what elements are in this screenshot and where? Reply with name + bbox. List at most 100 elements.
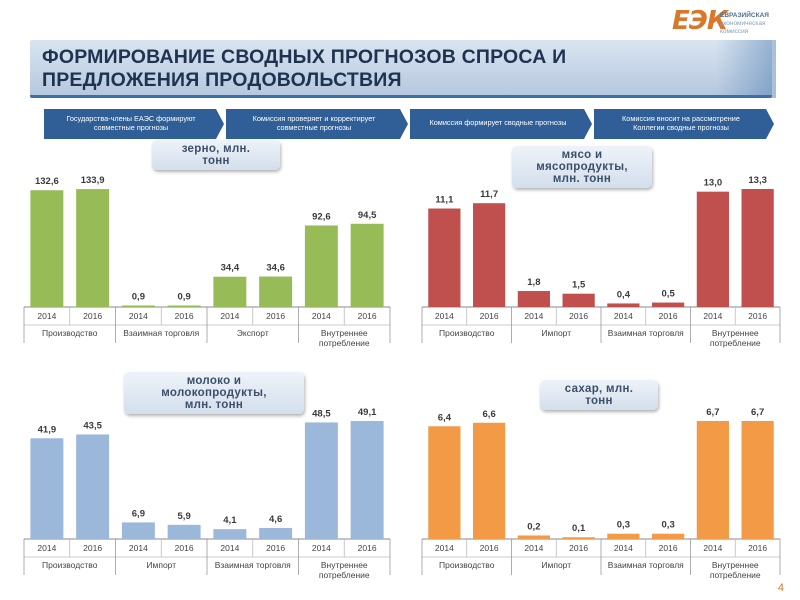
grain-year-label-5: 2014	[220, 311, 239, 321]
meat-value-label-8: 13,3	[748, 175, 767, 186]
meat-group-label-3: Взаимная торговля	[608, 328, 684, 338]
milk-year-label-7: 2014	[312, 543, 331, 553]
step-4-line2: Коллегии сводные прогнозы	[633, 123, 729, 132]
grain-title-line2: тонн	[202, 155, 230, 167]
milk-value-label-2: 43,5	[83, 420, 102, 431]
sugar-bar-4	[562, 537, 595, 539]
sugar-group-label-4: потребление	[710, 570, 761, 580]
sugar-bar-2	[473, 422, 506, 539]
milk-bar-1	[30, 438, 64, 539]
sugar-group-label-4: Внутреннее	[712, 560, 759, 570]
sugar-year-label-5: 2014	[614, 543, 633, 553]
grain-value-label-5: 34,4	[221, 263, 240, 274]
meat-year-label-4: 2016	[569, 311, 588, 321]
milk-group-label-4: потребление	[319, 570, 370, 580]
sugar-year-label-3: 2014	[524, 543, 543, 553]
milk-year-label-4: 2016	[175, 543, 194, 553]
grain-year-label-1: 2014	[37, 311, 56, 321]
step-3-line1: Комиссия формирует сводные прогнозы	[429, 118, 567, 127]
meat-value-label-1: 11,1	[435, 195, 454, 206]
milk-title-line2: молокопродукты,	[161, 387, 267, 399]
meat-value-label-3: 1,8	[527, 277, 540, 288]
step-2: Комиссия проверяет и корректирует совмес…	[226, 109, 408, 139]
page-title-line2: ПРЕДЛОЖЕНИЯ ПРОДОВОЛЬСТВИЯ	[42, 69, 402, 91]
grain-value-label-4: 0,9	[178, 292, 191, 303]
sugar-bar-5	[607, 533, 640, 539]
step-4: Комиссия вносит на рассмотрение Коллегии…	[594, 109, 774, 139]
milk-year-label-2: 2016	[83, 543, 102, 553]
sugar-bar-8	[741, 421, 774, 539]
step-1-line2: совместные прогнозы	[93, 123, 169, 132]
grain-value-label-6: 34,6	[266, 263, 285, 274]
milk-value-label-3: 6,9	[132, 508, 145, 519]
sugar-title-line1: сахар, млн.	[564, 383, 634, 395]
grain-title-line1: зерно, млн.	[181, 143, 251, 155]
logo-line2: экономическая	[720, 20, 766, 27]
sugar-bar-3	[517, 535, 550, 539]
step-2-line2: совместные прогнозы	[276, 123, 352, 132]
meat-group-label-2: Импорт	[541, 328, 571, 338]
meat-bar-2	[473, 203, 506, 307]
sugar-group-label-2: Импорт	[541, 560, 571, 570]
meat-bar-1	[428, 208, 461, 307]
milk-group-label-3: Взаимная торговля	[215, 560, 291, 570]
meat-bar-3	[517, 291, 550, 307]
milk-title-line1: молоко и	[186, 375, 242, 387]
sugar-year-label-1: 2014	[435, 543, 454, 553]
page-title-line1: ФОРМИРОВАНИЕ СВОДНЫХ ПРОГНОЗОВ СПРОСА И	[42, 46, 567, 68]
grain-chart: 132,6 2014 133,9 2016 0,9 2014 0,9 2016 34,4 2014…	[23, 175, 391, 348]
meat-year-label-1: 2014	[435, 311, 454, 321]
milk-value-label-1: 41,9	[38, 424, 57, 435]
grain-year-label-7: 2014	[312, 311, 331, 321]
milk-bar-8	[350, 421, 384, 539]
milk-bar-6	[259, 527, 293, 539]
sugar-value-label-7: 6,7	[706, 407, 719, 418]
grain-group-label-1: Производство	[42, 328, 98, 338]
milk-chart-title: молоко и молокопродукты, млн. тонн	[124, 372, 304, 414]
sugar-year-label-4: 2016	[569, 543, 588, 553]
grain-bar-8	[350, 223, 384, 307]
milk-value-label-6: 4,6	[269, 514, 282, 525]
sugar-value-label-1: 6,4	[438, 412, 452, 423]
eek-logo: ЕЭК ЕВРАЗИЙСКАЯ экономическая комиссия	[672, 6, 782, 40]
step-3: Комиссия формирует сводные прогнозы	[410, 109, 592, 139]
grain-value-label-1: 132,6	[35, 176, 59, 187]
sugar-group-label-3: Взаимная торговля	[608, 560, 684, 570]
milk-bar-2	[76, 434, 110, 539]
meat-group-label-1: Производство	[439, 328, 495, 338]
grain-value-label-2: 133,9	[81, 175, 105, 186]
sugar-bar-1	[428, 426, 461, 539]
process-steps: Государства-члены ЕАЭС формируют совмест…	[44, 109, 774, 139]
meat-value-label-5: 0,4	[617, 289, 631, 300]
grain-year-label-4: 2016	[175, 311, 194, 321]
grain-year-label-3: 2014	[129, 311, 148, 321]
sugar-year-label-2: 2016	[480, 543, 499, 553]
logo-line1: ЕВРАЗИЙСКАЯ	[720, 12, 769, 19]
milk-group-label-4: Внутреннее	[321, 560, 368, 570]
milk-value-label-8: 49,1	[358, 407, 377, 418]
meat-value-label-2: 11,7	[480, 189, 498, 200]
sugar-year-label-8: 2016	[748, 543, 767, 553]
grain-value-label-7: 92,6	[312, 211, 331, 222]
milk-group-label-2: Импорт	[146, 560, 176, 570]
sugar-bar-7	[696, 421, 729, 539]
milk-value-label-7: 48,5	[312, 408, 331, 419]
meat-bar-4	[562, 293, 595, 307]
milk-title-line3: млн. тонн	[184, 399, 244, 411]
meat-bar-6	[652, 302, 685, 307]
meat-group-label-4: потребление	[710, 338, 761, 348]
sugar-group-label-1: Производство	[439, 560, 495, 570]
meat-title-line2: мясопродукты,	[536, 161, 628, 173]
meat-chart: 11,1 2014 11,7 2016 1,8 2014 1,5 2016 0,4 2014 0,5…	[421, 175, 781, 348]
milk-year-label-6: 2016	[266, 543, 285, 553]
grain-value-label-8: 94,5	[358, 210, 377, 221]
milk-value-label-5: 4,1	[223, 515, 237, 526]
meat-year-label-6: 2016	[659, 311, 678, 321]
milk-bar-5	[213, 529, 247, 539]
meat-title-line3: млн. тонн	[552, 173, 612, 185]
meat-chart-title: мясо и мясопродукты, млн. тонн	[512, 146, 652, 188]
sugar-chart: 6,4 2014 6,6 2016 0,2 2014 0,1 2016 0,3 2014 0,3 20…	[421, 407, 781, 580]
grain-chart-title: зерно, млн. тонн	[152, 140, 280, 170]
grain-group-label-4: Внутреннее	[321, 328, 368, 338]
sugar-value-label-6: 0,3	[662, 520, 675, 531]
